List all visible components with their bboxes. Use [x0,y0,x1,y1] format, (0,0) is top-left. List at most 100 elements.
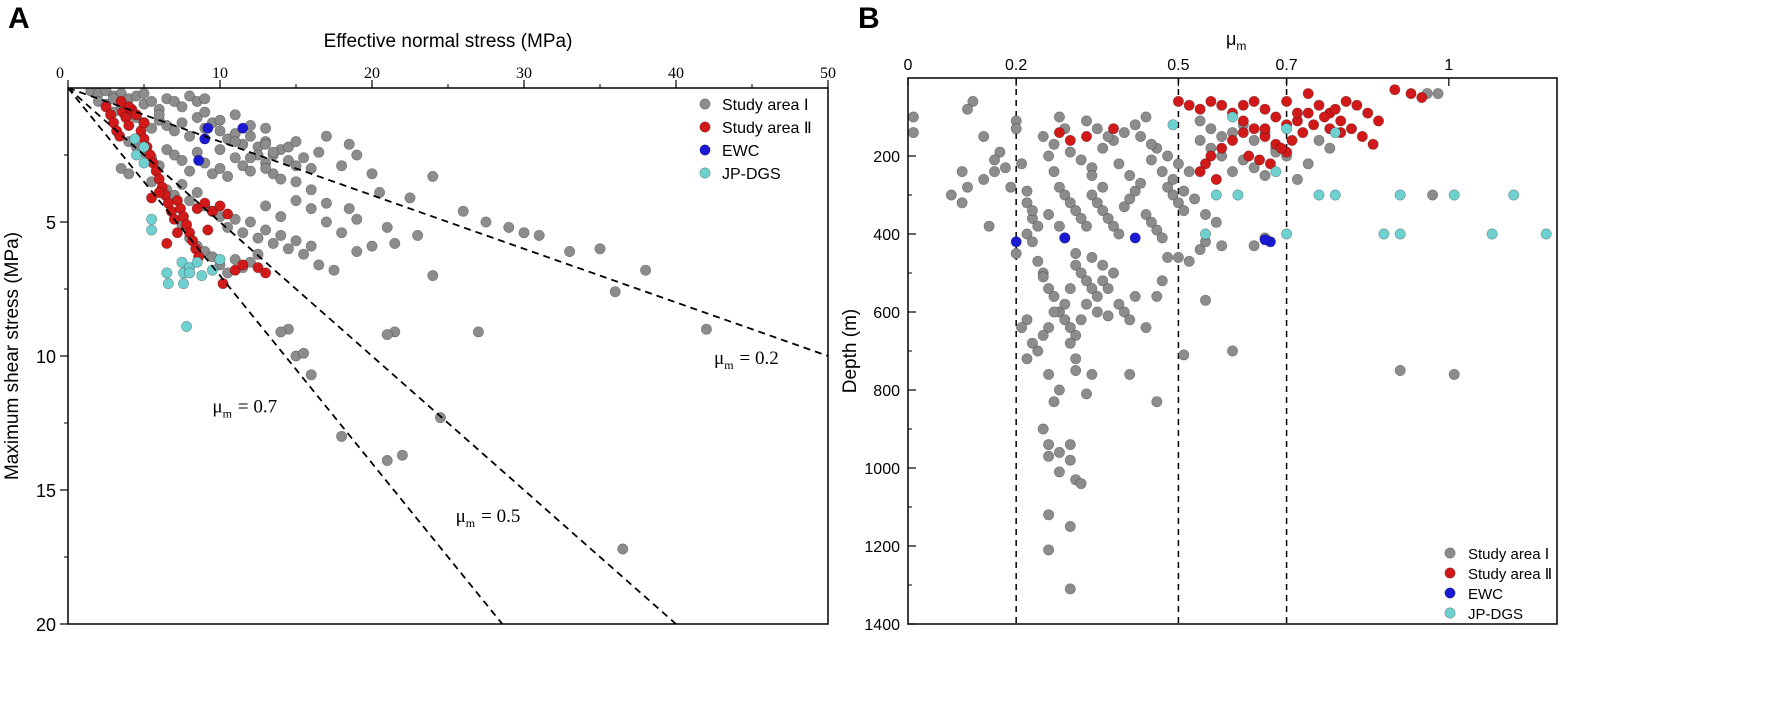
panel-b-point [1135,177,1147,189]
panel-b-legend-marker [1444,547,1456,559]
panel-b-point [1102,310,1114,322]
panel-a-point [290,235,302,247]
panel-b-point [967,95,979,107]
panel-b-point [1313,99,1325,111]
panel-a-point [313,259,325,271]
panel-b-point [1329,103,1341,115]
panel-a-point [305,369,317,381]
panel-a-point [389,237,401,249]
panel-b-legend-marker [1444,567,1456,579]
panel-a-point [176,117,188,129]
panel-b-point [1032,220,1044,232]
panel-b-point [1167,189,1179,201]
panel-a-point [298,248,310,260]
panel-b-point [1167,173,1179,185]
panel-b-legend-label: Study area Ⅱ [1468,566,1552,583]
panel-a-point [214,125,226,137]
panel-b-point [1053,446,1065,458]
panel-b-point [908,111,919,123]
panel-b-point [1091,306,1103,318]
panel-b-point [1227,345,1239,357]
panel-b-point [1113,228,1125,240]
panel-a-point [244,130,256,142]
panel-a-point [206,168,218,180]
panel-b-point [1156,232,1168,244]
panel-b-point [1216,142,1228,154]
panel-b-point [1021,353,1033,365]
panel-a-point [171,227,183,239]
panel-b-point [1216,99,1228,111]
panel-b-point [1237,127,1249,139]
panel-b-point [956,166,968,178]
panel-b-point [1248,162,1260,174]
panel-a-point [260,200,272,212]
panel-b-point [1053,181,1065,193]
panel-b-point [1373,115,1385,127]
panel-b-point [1053,220,1065,232]
panel-b-point [1129,119,1141,131]
panel-b-point [1005,181,1017,193]
panel-a-point [282,243,294,255]
panel-b-point [1210,189,1222,201]
panel-b-y-tick-label: 600 [873,305,900,322]
panel-a-point [115,162,127,174]
panel-b-point [1335,115,1347,127]
panel-a-point [564,246,576,258]
panel-b-y-tick-label: 200 [873,149,900,166]
panel-b-point [1248,134,1260,146]
panel-b-point [1064,520,1076,532]
panel-b-legend-label: EWC [1468,586,1503,603]
panel-a-point [472,326,484,338]
panel-b-point [1059,232,1071,244]
panel-a-point [244,165,256,177]
panel-a-point [617,543,629,555]
panel-b-point [1183,255,1195,267]
panel-b-point [1210,173,1222,185]
panel-b-point [1113,298,1125,310]
panel-a-point [305,203,317,215]
panel-b-point [1064,454,1076,466]
panel-a-point [298,347,310,359]
panel-a-point [480,216,492,228]
panel-a-point [146,224,158,236]
panel-b-point [1016,158,1028,170]
panel-b-point [1048,138,1060,150]
panel-a-point [700,323,712,335]
panel-b-point [1048,290,1060,302]
panel-b-point [1081,115,1093,127]
panel-a-point [153,109,165,121]
panel-b-point [1259,103,1271,115]
panel-b-point [1448,189,1460,201]
panel-a-point [161,237,173,249]
panel-b-point [1394,228,1406,240]
panel-a-point [267,146,279,158]
panel-a-point [184,267,196,279]
panel-a-x-tick-label: 10 [212,65,228,82]
panel-a-point [184,195,196,207]
panel-a-point [193,154,205,166]
panel-b-point [1086,170,1098,182]
panel-a-legend-marker [699,167,711,179]
panel-b-point [1237,115,1249,127]
panel-b-point [1248,240,1260,252]
panel-a-legend-marker [699,98,711,110]
panel-b-point [1178,185,1190,197]
panel-a-point [229,254,241,266]
panel-b-point [1064,283,1076,295]
panel-a-point [381,221,393,233]
panel-b-y-tick-label: 800 [873,383,900,400]
panel-a-point [222,208,234,220]
panel-a-point [351,213,363,225]
panel-a-friction-label: μm = 0.2 [714,348,779,372]
panel-b-point [1140,111,1152,123]
panel-b-point [1053,127,1065,139]
panel-a-y-tick-label: 10 [36,347,56,367]
panel-a-x-tick-label: 50 [820,65,836,82]
panel-b-point [1026,205,1038,217]
panel-a-point [114,130,126,142]
panel-b-point [1227,134,1239,146]
panel-a-point [267,237,279,249]
panel-a-point [138,157,150,169]
panel-a-point [168,125,180,137]
panel-b-point [1297,127,1309,139]
